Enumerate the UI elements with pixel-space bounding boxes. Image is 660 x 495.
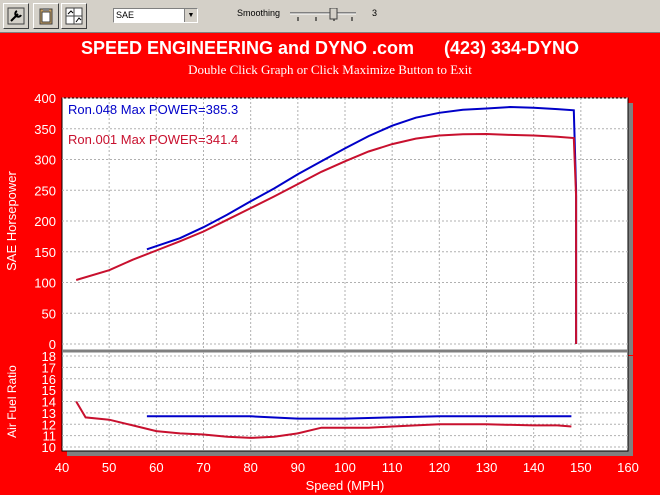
chart-window-icon	[65, 7, 83, 25]
smoothing-label: Smoothing	[237, 8, 281, 18]
slider-thumb[interactable]	[329, 8, 338, 20]
x-tick-label: 130	[476, 460, 498, 475]
y-tick-label: 15	[42, 383, 56, 398]
x-tick-label: 110	[382, 460, 403, 475]
y-tick-label: 11	[43, 429, 57, 444]
page-subtitle: Double Click Graph or Click Maximize But…	[188, 62, 472, 77]
toolbar: SAE ▼ Smoothing 3	[0, 0, 660, 33]
x-tick-label: 70	[196, 460, 210, 475]
series-line-ron-001	[75, 400, 572, 439]
y-axis-label: SAE Horsepower	[4, 170, 19, 270]
wrench-icon	[7, 7, 25, 25]
y-axis-label: Air Fuel Ratio	[5, 365, 19, 438]
y-tick-label: 300	[34, 153, 56, 168]
y-tick-label: 12	[42, 417, 56, 432]
x-tick-label: 60	[149, 460, 163, 475]
page-title: SPEED ENGINEERING and DYNO .com (423) 33…	[80, 38, 580, 58]
y-tick-label: 150	[34, 245, 56, 260]
x-tick-label: 40	[55, 460, 69, 475]
y-tick-label: 17	[42, 360, 56, 375]
y-tick-label: 14	[42, 395, 56, 410]
y-tick-label: 13	[42, 406, 56, 421]
series-line-ron-048	[146, 415, 572, 420]
x-axis-label: Speed (MPH)	[306, 478, 385, 493]
clipboard-button[interactable]	[33, 3, 59, 29]
x-tick-label: 120	[428, 460, 450, 475]
x-tick-label: 150	[570, 460, 592, 475]
y-tick-label: 10	[42, 440, 56, 455]
wrench-button[interactable]	[3, 3, 29, 29]
y-tick-label: 18	[42, 349, 56, 364]
x-tick-label: 90	[291, 460, 305, 475]
y-tick-label: 100	[34, 276, 56, 291]
y-tick-label: 0	[49, 337, 56, 352]
series-line-ron-001	[75, 132, 578, 344]
x-tick-label: 50	[102, 460, 116, 475]
legend-entry: Ron.048 Max POWER=385.3	[68, 102, 238, 117]
y-tick-label: 200	[34, 214, 56, 229]
standard-select-value: SAE	[116, 10, 135, 20]
x-tick-label: 160	[617, 460, 639, 475]
y-tick-label: 350	[34, 122, 56, 137]
clipboard-icon	[39, 8, 53, 25]
series-line-ron-048	[146, 105, 578, 344]
y-tick-label: 400	[34, 91, 56, 106]
x-tick-label: 140	[523, 460, 545, 475]
y-tick-label: 250	[34, 183, 56, 198]
chart-window-button[interactable]	[61, 3, 87, 29]
legend-entry: Ron.001 Max POWER=341.4	[68, 132, 238, 147]
y-tick-label: 16	[42, 372, 56, 387]
standard-select[interactable]: SAE ▼	[113, 8, 198, 23]
x-tick-label: 80	[243, 460, 257, 475]
y-tick-label: 50	[42, 306, 56, 321]
x-tick-label: 100	[334, 460, 356, 475]
smoothing-slider[interactable]	[288, 8, 358, 22]
smoothing-value: 3	[372, 8, 378, 18]
chevron-down-icon[interactable]: ▼	[184, 9, 197, 22]
